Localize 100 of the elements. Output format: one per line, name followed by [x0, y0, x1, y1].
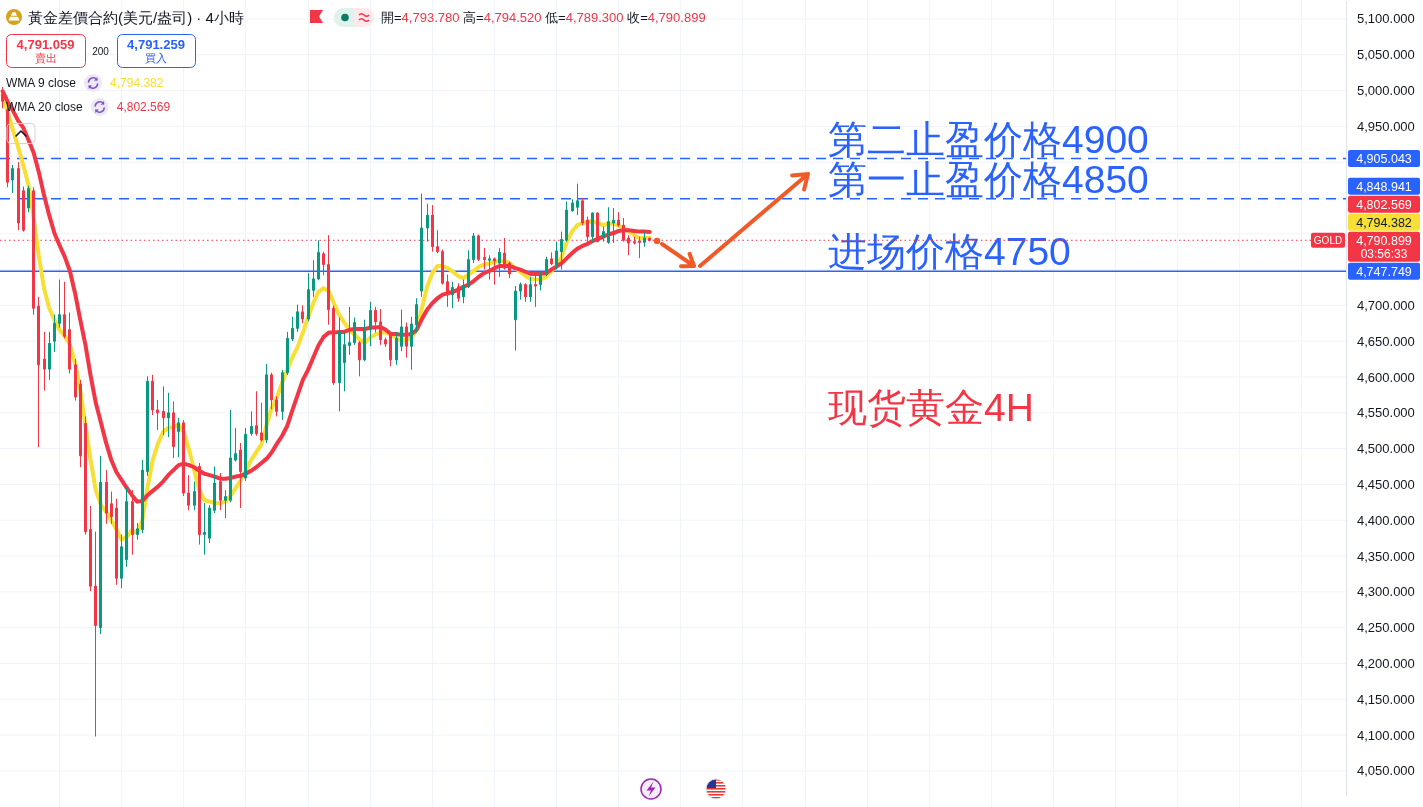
- candlestick: [229, 409, 232, 503]
- candlestick: [400, 309, 403, 352]
- candlestick: [105, 469, 108, 525]
- candlestick: [514, 285, 517, 352]
- candlestick: [534, 271, 537, 308]
- text: 4,794.382: [1356, 215, 1412, 230]
- candlestick: [405, 322, 408, 359]
- y-tick-label: 4,200.000: [1357, 656, 1415, 671]
- candlestick: [265, 363, 268, 444]
- candlestick: [467, 249, 470, 289]
- candlestick: [395, 331, 398, 366]
- candlestick: [74, 358, 77, 402]
- candlestick: [260, 402, 263, 442]
- candlestick: [529, 276, 532, 303]
- candlestick: [172, 400, 175, 459]
- candlestick: [565, 201, 568, 243]
- y-tick-label: 5,100.000: [1357, 11, 1415, 27]
- candlestick: [213, 466, 216, 514]
- annotation: 4,791.059: [16, 36, 75, 52]
- candlestick: [555, 241, 558, 271]
- candlestick: [58, 279, 61, 329]
- candlestick: [48, 331, 51, 381]
- y-tick-label: 4,600.000: [1357, 369, 1415, 385]
- candlestick: [43, 331, 46, 392]
- text: 4,905.043: [1356, 152, 1412, 167]
- candlestick: [498, 247, 501, 278]
- candlestick: [451, 281, 454, 309]
- y-tick-label: 4,650.000: [1357, 333, 1415, 349]
- candlestick: [426, 203, 429, 243]
- text: 03:56:33: [1360, 246, 1408, 261]
- candlestick: [560, 231, 563, 271]
- candlestick: [224, 489, 227, 519]
- candlestick: [136, 522, 139, 541]
- candlestick: [89, 505, 92, 592]
- candlestick: [550, 251, 553, 266]
- candlestick: [11, 164, 14, 194]
- candlestick: [379, 308, 382, 346]
- candlestick: [187, 474, 190, 511]
- candlestick: [612, 207, 615, 244]
- candlestick: [307, 272, 310, 322]
- candlestick: [415, 297, 418, 334]
- candlestick: [374, 306, 377, 334]
- candlestick: [384, 337, 387, 348]
- candlestick: [296, 304, 299, 333]
- y-tick-label: 4,450.000: [1357, 476, 1415, 492]
- text: 4,848.941: [1356, 179, 1412, 194]
- y-tick-label: 4,050.000: [1357, 763, 1415, 779]
- candlestick: [120, 534, 123, 589]
- candlestick: [638, 236, 641, 259]
- candlestick: [234, 427, 237, 463]
- candlestick: [493, 256, 496, 286]
- candlestick: [488, 254, 491, 281]
- candlestick: [571, 198, 574, 213]
- candlestick: [255, 390, 258, 437]
- y-tick-label: 4,100.000: [1357, 727, 1415, 743]
- candlestick: [151, 374, 154, 416]
- annotation: 4,802.569: [116, 100, 171, 114]
- y-tick-label: 4,350.000: [1357, 548, 1415, 564]
- candlestick: [457, 282, 460, 303]
- candlestick: [275, 395, 278, 417]
- annotation: 4,791.259: [127, 36, 185, 52]
- y-tick-label: 4,150.000: [1357, 691, 1415, 707]
- text: 4,802.569: [1356, 197, 1412, 212]
- text: 黃金差價合約(美元/盎司) · 4小時: [28, 9, 244, 26]
- candlestick: [94, 531, 97, 738]
- candlestick: [193, 481, 196, 511]
- candlestick: [462, 279, 465, 304]
- candlestick: [617, 211, 620, 228]
- candlestick: [270, 372, 273, 410]
- candlestick: [203, 502, 206, 556]
- candlestick: [410, 316, 413, 371]
- candlestick: [156, 399, 159, 431]
- candlestick: [301, 304, 304, 324]
- candlestick: [68, 312, 71, 374]
- candlestick: [358, 340, 361, 377]
- candlestick: [343, 332, 346, 392]
- candlestick: [63, 281, 66, 339]
- candlestick: [250, 410, 253, 437]
- candlestick: [648, 237, 651, 242]
- y-tick-label: 4,550.000: [1357, 405, 1415, 421]
- candlestick: [17, 161, 20, 231]
- candlestick: [519, 281, 522, 301]
- candlestick: [115, 498, 118, 586]
- candlestick: [539, 271, 542, 291]
- candlestick: [524, 282, 527, 303]
- annotation: 賣出: [34, 52, 57, 64]
- candlestick: [338, 317, 341, 412]
- annotation: 4,794.382: [110, 76, 164, 90]
- candlestick: [446, 274, 449, 308]
- y-tick-label: 4,700.000: [1357, 297, 1415, 313]
- annotation: 现货黄金4H: [828, 386, 1034, 429]
- candlestick: [353, 317, 356, 346]
- candlestick: [483, 247, 486, 271]
- candlestick: [576, 183, 579, 216]
- text: 4,790.899: [1356, 233, 1412, 248]
- candlestick: [389, 332, 392, 367]
- candlestick: [322, 251, 325, 276]
- candlestick: [348, 306, 351, 356]
- candlestick: [602, 226, 605, 243]
- candlestick: [477, 233, 480, 262]
